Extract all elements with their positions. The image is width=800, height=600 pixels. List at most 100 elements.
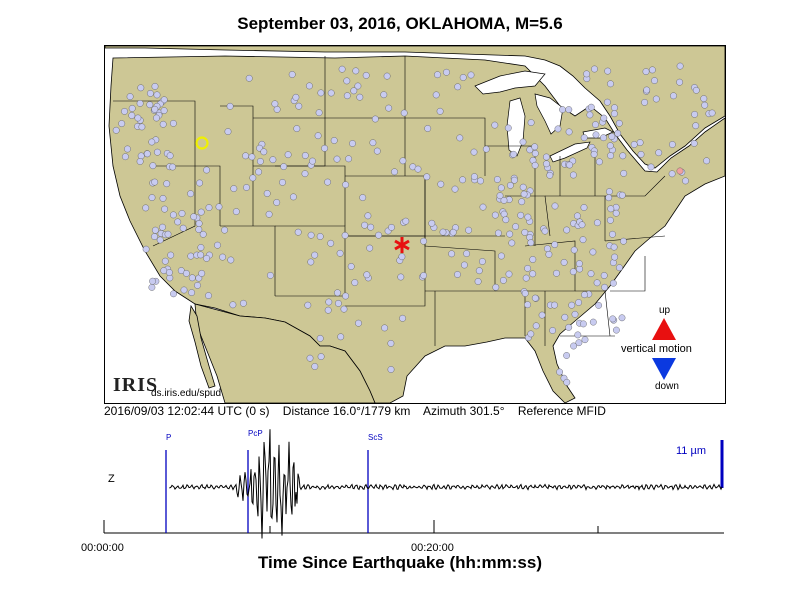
station-dot[interactable]: [432, 91, 440, 99]
station-dot[interactable]: [465, 226, 472, 234]
station-dot[interactable]: [391, 168, 398, 176]
station-dot[interactable]: [600, 134, 607, 142]
station-dot[interactable]: [345, 155, 353, 163]
station-dot[interactable]: [205, 292, 212, 300]
station-dot[interactable]: [551, 202, 559, 210]
station-dot[interactable]: [491, 211, 499, 219]
station-dot[interactable]: [565, 128, 573, 136]
station-dot[interactable]: [676, 62, 684, 70]
station-dot[interactable]: [124, 145, 131, 153]
station-dot[interactable]: [448, 250, 455, 258]
station-dot[interactable]: [615, 119, 623, 127]
station-dot[interactable]: [170, 290, 177, 298]
station-dot[interactable]: [546, 171, 554, 179]
station-dot[interactable]: [494, 229, 502, 237]
station-dot[interactable]: [288, 71, 296, 78]
station-dot[interactable]: [531, 150, 539, 157]
station-dot[interactable]: [221, 226, 229, 234]
station-dot[interactable]: [668, 170, 676, 178]
station-dot[interactable]: [565, 106, 573, 113]
station-dot[interactable]: [397, 273, 405, 281]
station-dot[interactable]: [556, 368, 563, 376]
station-dot[interactable]: [317, 353, 325, 360]
station-dot[interactable]: [232, 208, 240, 216]
station-dot[interactable]: [505, 270, 513, 278]
station-dot[interactable]: [420, 272, 427, 279]
station-dot[interactable]: [574, 331, 582, 339]
station-dot[interactable]: [482, 145, 490, 153]
station-dot[interactable]: [606, 216, 614, 224]
seismogram-panel[interactable]: P PcP ScS Z 11 µm: [0, 420, 800, 550]
station-dot[interactable]: [609, 315, 617, 323]
station-dot[interactable]: [342, 292, 350, 300]
station-dot[interactable]: [156, 236, 164, 244]
station-dot[interactable]: [601, 283, 608, 291]
station-dot[interactable]: [568, 301, 576, 309]
station-dot[interactable]: [603, 98, 611, 106]
station-dot[interactable]: [169, 163, 177, 171]
station-dot[interactable]: [497, 252, 505, 260]
station-dot[interactable]: [553, 269, 560, 277]
station-dot[interactable]: [359, 194, 367, 202]
station-dot[interactable]: [136, 100, 144, 107]
station-dot[interactable]: [510, 176, 518, 184]
station-dot[interactable]: [337, 333, 345, 341]
station-dot[interactable]: [159, 223, 166, 231]
station-dot[interactable]: [676, 167, 684, 175]
station-dot[interactable]: [526, 146, 534, 154]
station-dot[interactable]: [428, 219, 436, 227]
station-dot[interactable]: [463, 250, 470, 258]
station-dot[interactable]: [224, 128, 232, 136]
station-dot[interactable]: [605, 194, 613, 202]
station-dot[interactable]: [314, 132, 322, 140]
station-dot[interactable]: [529, 256, 537, 263]
station-dot[interactable]: [203, 166, 211, 174]
station-dot[interactable]: [575, 299, 582, 306]
station-dot[interactable]: [112, 126, 120, 134]
station-dot[interactable]: [496, 192, 504, 200]
station-dot[interactable]: [478, 258, 486, 265]
station-dot[interactable]: [541, 227, 549, 235]
station-dot[interactable]: [467, 71, 475, 79]
station-dot[interactable]: [531, 143, 539, 151]
station-dot[interactable]: [563, 378, 571, 386]
station-dot[interactable]: [363, 271, 371, 279]
station-dot[interactable]: [606, 142, 614, 150]
station-dot[interactable]: [701, 101, 709, 109]
station-dot[interactable]: [570, 246, 578, 254]
station-dot[interactable]: [611, 104, 618, 112]
station-dot[interactable]: [399, 157, 407, 165]
station-dot[interactable]: [454, 271, 461, 278]
station-dot[interactable]: [265, 210, 273, 218]
station-dot[interactable]: [180, 286, 188, 294]
station-dot[interactable]: [187, 252, 195, 260]
station-dot[interactable]: [307, 258, 315, 266]
station-dot[interactable]: [589, 248, 597, 256]
station-dot[interactable]: [340, 305, 348, 313]
station-dot[interactable]: [436, 107, 444, 115]
station-dot[interactable]: [524, 301, 531, 309]
station-dot[interactable]: [196, 179, 204, 187]
station-dot[interactable]: [151, 105, 159, 113]
station-dot[interactable]: [611, 253, 618, 261]
station-dot[interactable]: [188, 274, 196, 282]
station-dot[interactable]: [383, 72, 391, 80]
station-dot[interactable]: [263, 190, 271, 197]
station-dot[interactable]: [569, 268, 577, 276]
station-dot[interactable]: [559, 106, 566, 113]
station-dot[interactable]: [612, 326, 620, 334]
station-dot[interactable]: [529, 270, 537, 278]
station-dot[interactable]: [398, 253, 406, 261]
station-dot[interactable]: [361, 221, 368, 229]
station-dot[interactable]: [226, 102, 234, 110]
station-dot[interactable]: [343, 92, 351, 100]
station-dot[interactable]: [153, 114, 160, 122]
station-dot[interactable]: [521, 289, 529, 297]
station-dot[interactable]: [549, 327, 556, 334]
station-dot[interactable]: [136, 158, 144, 165]
station-dot[interactable]: [194, 281, 201, 289]
station-dot[interactable]: [214, 241, 221, 249]
station-dot[interactable]: [294, 228, 302, 236]
station-dot[interactable]: [167, 251, 175, 259]
station-dot[interactable]: [508, 239, 516, 247]
